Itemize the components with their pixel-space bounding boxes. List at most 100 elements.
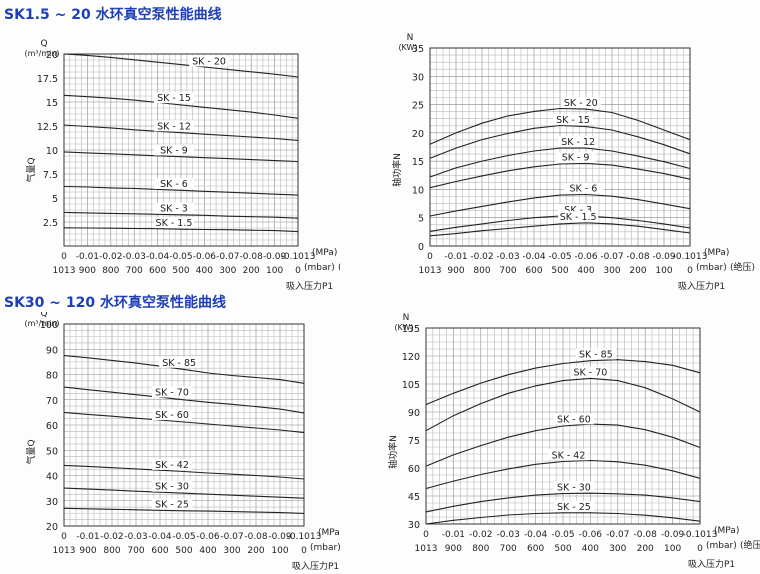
y-tick-label: 17.5 <box>37 74 58 85</box>
series-label-bg <box>553 413 594 425</box>
series-line <box>429 147 691 178</box>
x-tick-label-mpa: -0.06 <box>196 532 220 542</box>
x-unit-mbar: (mbar) <box>696 263 727 273</box>
x-unit-mpa: (MPa) <box>714 526 739 536</box>
section-title-small-pumps: SK1.5 ~ 20 水环真空泵性能曲线 <box>4 7 222 23</box>
series-label-bg <box>153 120 194 132</box>
x-tick-label-mbar: 900 <box>447 266 464 276</box>
y-axis-unit: (KW) <box>394 323 413 332</box>
x-tick-label-mbar: 100 <box>266 266 283 276</box>
plot-border <box>63 53 299 247</box>
y-tick-label: 40 <box>46 472 58 483</box>
series-label-bg <box>555 151 596 163</box>
series-label-bg <box>152 458 192 470</box>
x-unit-mbar: (mbar) <box>706 541 737 551</box>
y-axis-title: 轴功率N <box>387 435 399 469</box>
x-tick-label-mpa: -0.02 <box>100 532 123 542</box>
x-tick-label-mbar: 300 <box>609 544 626 554</box>
x-tick-label-mpa: -0.08 <box>240 252 264 262</box>
x-tick-label-mbar: 800 <box>102 266 119 276</box>
series-label-bg <box>153 144 194 156</box>
y-tick-label: 75 <box>408 436 420 447</box>
x-tick-label-mbar: 0 <box>697 544 703 554</box>
series-label: SK - 9 <box>562 153 590 164</box>
series-line <box>63 185 299 196</box>
x-unit-mpa: (MPa) <box>704 248 729 258</box>
y-tick-label: 2.5 <box>43 218 58 229</box>
y-tick-label: 5 <box>418 214 424 225</box>
x-tick-label-mpa: -0.08 <box>634 530 658 540</box>
series-label: SK - 6 <box>570 184 598 195</box>
x-tick-label-mbar: 400 <box>199 546 216 556</box>
series-label: SK - 12 <box>561 137 595 148</box>
x-unit-mpa: (MPa) <box>312 248 337 258</box>
series-label: SK - 30 <box>155 482 189 493</box>
x-tick-label-mbar: 800 <box>103 546 120 556</box>
series-line <box>425 423 701 467</box>
y-axis-unit: (m³/min) <box>24 49 59 58</box>
plot-border <box>429 47 691 247</box>
series-line <box>429 124 691 159</box>
x-tick-label-mbar: 300 <box>223 546 240 556</box>
x-tick-label-mpa: -0.09 <box>652 252 676 262</box>
y-tick-label: 5 <box>52 194 58 205</box>
x-tick-label-mbar: 700 <box>499 266 516 276</box>
series-label: SK - 85 <box>162 358 196 369</box>
x-tick-label-mbar: 600 <box>527 544 544 554</box>
y-tick-label: 10 <box>412 185 424 196</box>
x-tick-label-mbar: 400 <box>577 266 594 276</box>
series-label-bg <box>558 204 599 216</box>
x-tick-label-mpa: -0.07 <box>600 252 623 262</box>
series-label: SK - 20 <box>564 98 598 109</box>
x-tick-label-mbar: 0 <box>295 266 301 276</box>
series-label-bg <box>553 481 594 493</box>
series-label: SK - 25 <box>155 500 189 511</box>
x-unit-mbar: (mbar) <box>310 543 340 553</box>
x-tick-label-mpa: 0 <box>61 252 67 262</box>
x-tick-label-mpa: -0.02 <box>470 252 493 262</box>
x-tick-label-mpa: -0.07 <box>220 532 243 542</box>
x-tick-label-mpa: -0.01 <box>76 252 99 262</box>
x-tick-label-mpa: -0.03 <box>123 252 146 262</box>
series-label: SK - 12 <box>157 121 191 132</box>
y-tick-label: 30 <box>412 72 424 83</box>
x-tick-label-mpa: -0.08 <box>244 532 268 542</box>
x-tick-label-mbar: 100 <box>655 266 672 276</box>
series-line <box>429 222 691 237</box>
x-tick-label-mbar: 700 <box>127 546 144 556</box>
y-tick-label: 20 <box>412 129 424 140</box>
series-label: SK - 25 <box>557 502 591 513</box>
x-unit-absolute: (绝压) <box>730 261 755 273</box>
series-line <box>425 492 701 513</box>
x-tick-label-mpa: -0.05 <box>169 252 192 262</box>
series-label: SK - 70 <box>155 387 189 398</box>
x-tick-label-mpa: -0.05 <box>548 252 571 262</box>
y-axis-unit: (m³/min) <box>24 319 59 328</box>
series-label-bg <box>563 182 604 194</box>
series-label-bg <box>152 498 192 510</box>
x-tick-label-mbar: 200 <box>247 546 264 556</box>
x-tick-label-mpa: -0.05 <box>172 532 195 542</box>
series-line <box>63 386 305 414</box>
y-axis-symbol: Q <box>40 312 47 319</box>
x-tick-label-mbar: 200 <box>629 266 646 276</box>
x-tick-label-mbar: 300 <box>219 266 236 276</box>
series-label: SK - 1.5 <box>156 218 193 229</box>
series-label-bg <box>575 348 616 360</box>
series-label: SK - 70 <box>573 367 607 378</box>
x-tick-label-mbar: 500 <box>554 544 571 554</box>
plot-border <box>425 327 701 525</box>
series-label-bg <box>159 356 200 368</box>
x-tick-label-mpa: -0.1013 <box>673 252 708 262</box>
series-label-bg <box>558 136 599 148</box>
series-label: SK - 1.5 <box>560 212 597 223</box>
series-line <box>429 162 691 189</box>
x-tick-label-mpa: -0.1013 <box>281 252 316 262</box>
x-tick-label-mbar: 900 <box>445 544 462 554</box>
series-line <box>63 355 305 384</box>
series-line <box>63 227 299 233</box>
x-tick-label-mbar: 800 <box>473 266 490 276</box>
series-label-bg <box>189 55 230 67</box>
x-tick-label-mbar: 700 <box>500 544 517 554</box>
